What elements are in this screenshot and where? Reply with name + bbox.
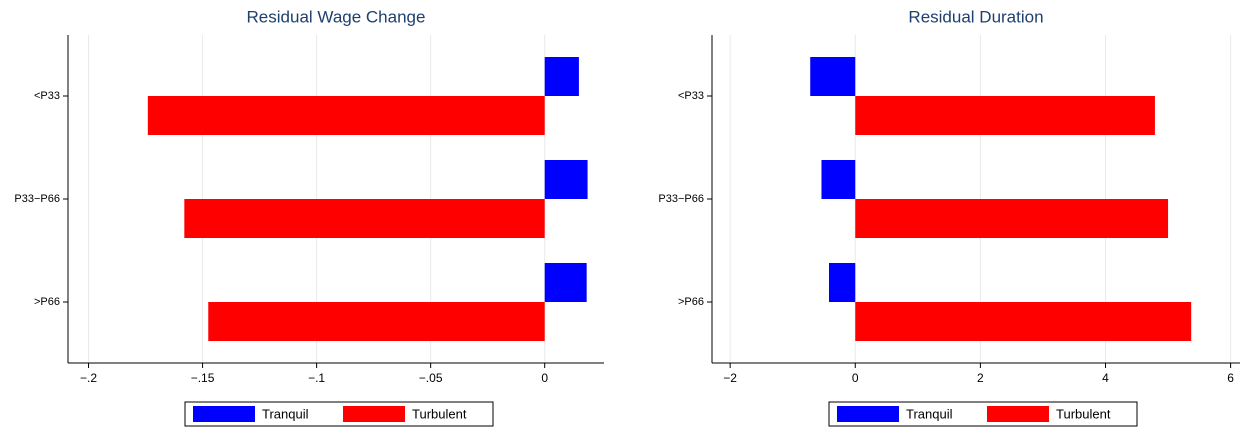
legend-swatch xyxy=(343,406,405,422)
y-tick-label: <P33 xyxy=(678,90,704,102)
bar xyxy=(821,160,856,199)
x-tick-label: 2 xyxy=(977,371,984,385)
bar xyxy=(855,199,1169,238)
chart-title: Residual Wage Change xyxy=(247,7,426,26)
x-tick-label: −.05 xyxy=(419,371,443,385)
chart-title: Residual Duration xyxy=(908,7,1043,26)
bar xyxy=(208,302,545,341)
legend-label: Turbulent xyxy=(1056,406,1111,421)
x-tick-label: 0 xyxy=(852,371,859,385)
bar xyxy=(184,199,545,238)
bar xyxy=(544,263,587,302)
bar xyxy=(810,57,856,96)
bar xyxy=(828,263,856,302)
y-tick-label: P33−P66 xyxy=(14,193,60,205)
y-tick-label: >P66 xyxy=(34,296,60,308)
bar xyxy=(855,96,1155,135)
x-tick-label: 0 xyxy=(541,371,548,385)
y-tick-label: <P33 xyxy=(34,90,60,102)
bar xyxy=(544,160,588,199)
bar xyxy=(147,96,545,135)
bar xyxy=(855,302,1192,341)
legend-label: Tranquil xyxy=(262,406,309,421)
legend-swatch xyxy=(987,406,1049,422)
x-tick-label: 6 xyxy=(1227,371,1234,385)
legend-label: Tranquil xyxy=(906,406,953,421)
y-tick-label: P33−P66 xyxy=(658,193,704,205)
legend-swatch xyxy=(193,406,255,422)
y-tick-label: >P66 xyxy=(678,296,704,308)
bar xyxy=(544,57,579,96)
legend-swatch xyxy=(837,406,899,422)
x-tick-label: −2 xyxy=(723,371,737,385)
legend-label: Turbulent xyxy=(412,406,467,421)
x-tick-label: −.1 xyxy=(308,371,325,385)
x-tick-label: 4 xyxy=(1102,371,1109,385)
x-tick-label: −.2 xyxy=(80,371,97,385)
x-tick-label: −.15 xyxy=(191,371,215,385)
